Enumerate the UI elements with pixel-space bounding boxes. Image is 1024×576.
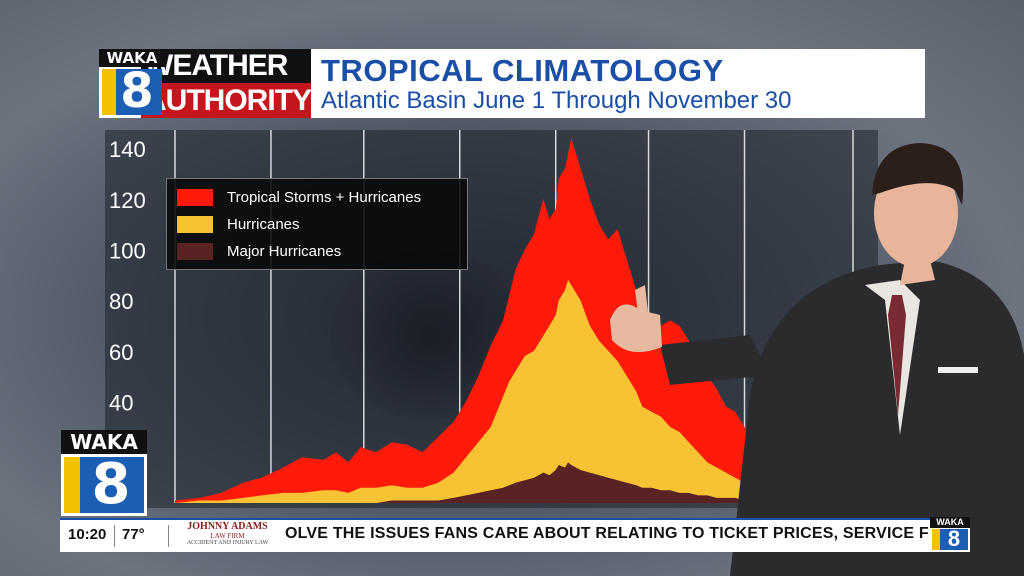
legend-label-major: Major Hurricanes xyxy=(227,242,342,260)
series-area-0 xyxy=(175,138,825,503)
news-ticker: 10:20 77° JOHNNY ADAMS LAW FIRM ACCIDENT… xyxy=(60,518,970,552)
brand-line-2: AUTHORITY xyxy=(141,83,312,118)
sponsor-line-3: ACCIDENT AND INJURY LAW xyxy=(186,540,269,546)
corner-channel-number: 8 xyxy=(91,452,131,517)
legend-item-hurricanes: Hurricanes xyxy=(177,213,300,235)
legend-swatch-storms xyxy=(177,188,213,206)
x-tick-label-2: JUL 1 xyxy=(346,507,382,508)
chart-legend: Tropical Storms + Hurricanes Hurricanes … xyxy=(166,178,468,270)
x-tick-label-0: MAY 1 xyxy=(157,507,198,508)
series-area-2 xyxy=(175,462,825,503)
legend-label-storms: Tropical Storms + Hurricanes xyxy=(227,188,422,206)
y-tick-label-60: 60 xyxy=(109,340,133,365)
y-tick-label-140: 140 xyxy=(109,137,146,162)
channel-number: 8 xyxy=(120,63,154,119)
ticker-message: OLVE THE ISSUES FANS CARE ABOUT RELATING… xyxy=(285,525,955,542)
chart-title: TROPICAL CLIMATOLOGY xyxy=(321,53,724,88)
legend-swatch-hurricanes xyxy=(177,215,213,233)
y-tick-label-40: 40 xyxy=(109,391,133,416)
series-area-1 xyxy=(175,279,825,503)
title-banner: TROPICAL CLIMATOLOGY Atlantic Basin June… xyxy=(311,49,925,118)
x-tick-label-4: SEP 1 xyxy=(538,507,578,508)
sponsor-ad: JOHNNY ADAMS LAW FIRM ACCIDENT AND INJUR… xyxy=(175,521,280,551)
station-mark: WAKA 8 xyxy=(99,49,165,119)
x-tick-label-3: AUG 1 xyxy=(442,507,484,508)
weather-authority-logo: WAKA 8 WEATHER AUTHORITY xyxy=(99,49,312,119)
sponsor-name: JOHNNY ADAMS xyxy=(187,521,268,532)
x-tick-label-5: OCT 1 xyxy=(631,507,672,508)
ticker-time: 10:20 xyxy=(68,526,107,543)
corner-callsign: WAKA xyxy=(61,430,147,454)
ticker-callsign: WAKA xyxy=(930,517,970,528)
ticker-temperature: 77° xyxy=(122,526,145,543)
y-tick-label-120: 120 xyxy=(109,188,146,213)
sponsor-line-2: LAW FIRM xyxy=(210,532,245,540)
ticker-channel-number: 8 xyxy=(947,526,961,551)
corner-station-logo: WAKA 8 xyxy=(61,430,147,516)
ticker-station-logo: WAKA 8 xyxy=(930,517,970,551)
legend-swatch-major xyxy=(177,242,213,260)
y-tick-label-100: 100 xyxy=(109,239,146,264)
brand-line-1: WEATHER xyxy=(141,49,311,83)
y-tick-label-80: 80 xyxy=(109,289,133,314)
x-tick-label-1: JUN 1 xyxy=(253,507,292,508)
legend-label-hurricanes: Hurricanes xyxy=(227,215,300,233)
legend-item-major: Major Hurricanes xyxy=(177,240,341,262)
meteorologist-presenter xyxy=(610,143,1024,576)
station-callsign: WAKA xyxy=(99,49,165,67)
chart-subtitle: Atlantic Basin June 1 Through November 3… xyxy=(321,87,792,114)
legend-item-storms: Tropical Storms + Hurricanes xyxy=(177,186,421,208)
